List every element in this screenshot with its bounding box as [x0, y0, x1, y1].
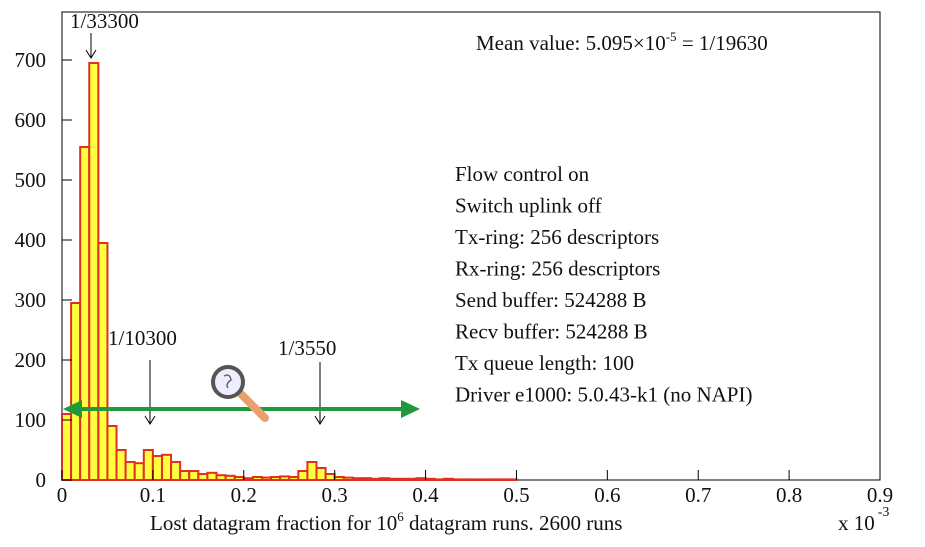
- bar: [189, 471, 198, 480]
- bar: [71, 303, 80, 480]
- bar: [144, 450, 153, 480]
- y-tick-label: 300: [15, 288, 47, 312]
- y-tick-label: 700: [15, 48, 47, 72]
- bar: [171, 462, 180, 480]
- annotation: 1/33300: [70, 9, 139, 33]
- bar: [244, 478, 253, 480]
- bar: [498, 479, 507, 480]
- bar: [398, 479, 407, 480]
- bar: [289, 477, 298, 480]
- bar: [326, 474, 335, 480]
- annotation: 1/3550: [278, 336, 336, 360]
- y-tick-label: 500: [15, 168, 47, 192]
- bar: [280, 476, 289, 480]
- x-tick-label: 0.2: [231, 483, 257, 507]
- x-tick-label: 0.1: [140, 483, 166, 507]
- x-tick-label: 0.8: [776, 483, 802, 507]
- bar: [307, 462, 316, 480]
- y-tick-label: 400: [15, 228, 47, 252]
- bar: [80, 147, 89, 480]
- range-arrow: [63, 400, 420, 418]
- bar: [489, 479, 498, 480]
- bar: [117, 450, 126, 480]
- info-line: Send buffer: 524288 B: [455, 288, 647, 312]
- mean-rest: = 1/19630: [677, 31, 768, 55]
- bar: [135, 463, 144, 480]
- bar: [353, 478, 362, 480]
- y-tick-label: 0: [36, 468, 47, 492]
- info-line: Tx queue length: 100: [455, 351, 634, 375]
- bar: [507, 479, 516, 480]
- mean-sup: -5: [666, 29, 677, 44]
- annotation-arrows: [86, 33, 325, 424]
- bar: [335, 477, 344, 480]
- bar: [480, 479, 489, 480]
- info-line: Flow control on: [455, 162, 590, 186]
- bar: [153, 456, 162, 480]
- bar: [207, 473, 216, 480]
- bar: [380, 478, 389, 480]
- x-axis-label: Lost datagram fraction for 106 datagram …: [150, 509, 622, 535]
- mean-text: Mean value: 5.095×10: [476, 31, 666, 55]
- bar: [298, 471, 307, 480]
- bar: [126, 462, 135, 480]
- x-tick-label: 0.7: [685, 483, 711, 507]
- bar: [344, 478, 353, 480]
- bar: [389, 479, 398, 480]
- x-tick-label: 0.9: [867, 483, 893, 507]
- bar: [180, 471, 189, 480]
- info-line: Driver e1000: 5.0.43-k1 (no NAPI): [455, 383, 752, 407]
- x-tick-label: 0.5: [503, 483, 529, 507]
- info-line: Tx-ring: 256 descriptors: [455, 225, 659, 249]
- bar: [362, 478, 371, 480]
- y-tick-label: 100: [15, 408, 47, 432]
- annotation: 1/10300: [108, 326, 177, 350]
- bar: [371, 479, 380, 480]
- bar: [453, 479, 462, 480]
- bar: [462, 479, 471, 480]
- x-tick-label: 0.4: [412, 483, 439, 507]
- bar: [407, 479, 416, 480]
- x-label-rest: datagram runs. 2600 runs: [404, 511, 623, 535]
- x-tick-label: 0: [57, 483, 68, 507]
- chart: Mean value: 5.095×10-5 = 1/19630 Lost da…: [0, 0, 925, 542]
- bar: [471, 479, 480, 480]
- bar: [271, 477, 280, 480]
- bar: [89, 63, 98, 480]
- bar: [416, 478, 425, 480]
- bar: [253, 477, 262, 480]
- bar: [444, 479, 453, 480]
- y-tick-label: 200: [15, 348, 47, 372]
- info-block: Flow control on Switch uplink off Tx-ring:…: [455, 162, 752, 407]
- x-tick-label: 0.3: [322, 483, 348, 507]
- bars: [62, 63, 516, 480]
- bar: [62, 414, 71, 480]
- bar: [162, 455, 171, 480]
- bar: [226, 476, 235, 480]
- x-scale-text: x 10: [838, 511, 875, 535]
- info-line: Rx-ring: 256 descriptors: [455, 257, 660, 281]
- bar: [262, 478, 271, 480]
- info-line: Switch uplink off: [455, 194, 602, 218]
- bar: [198, 474, 207, 480]
- x-scale-sup: -3: [878, 505, 890, 520]
- mean-label: Mean value: 5.095×10-5 = 1/19630: [476, 29, 768, 55]
- bar: [435, 479, 444, 480]
- bar: [316, 468, 325, 480]
- x-scale: x 10-3: [838, 505, 889, 535]
- bar: [426, 479, 435, 480]
- x-label-text: Lost datagram fraction for 10: [150, 511, 397, 535]
- info-line: Recv buffer: 524288 B: [455, 320, 648, 344]
- bar: [235, 477, 244, 480]
- bar: [217, 475, 226, 480]
- bar: [98, 243, 107, 480]
- x-tick-label: 0.6: [594, 483, 620, 507]
- y-tick-label: 600: [15, 108, 47, 132]
- bar: [107, 426, 116, 480]
